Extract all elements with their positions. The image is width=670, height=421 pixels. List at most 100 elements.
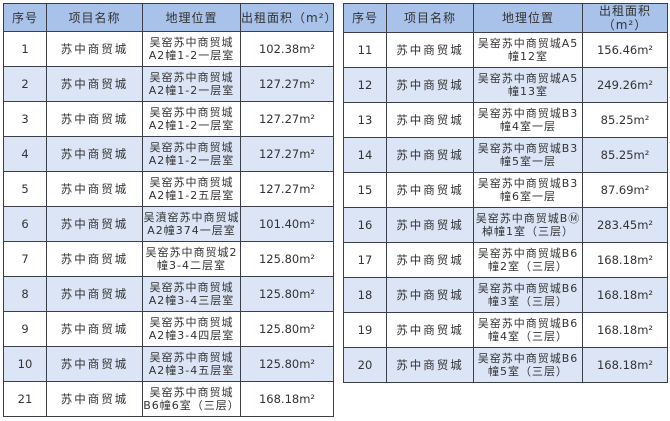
cell-area: 127.27m² [240,101,334,137]
table-row: 15 苏中商贸城 吴窑苏中商贸城B3幢6室一层 87.69m² [343,172,668,208]
cell-area: 168.18m² [582,347,668,383]
cell-location: 吴窑苏中商贸城A2幢3-4四层室 [142,311,241,347]
header-location: 地理位置 [142,3,241,32]
cell-area: 85.25m² [582,137,668,173]
cell-no: 7 [3,241,47,277]
cell-name: 苏中商贸城 [46,276,143,312]
cell-area: 85.25m² [582,102,668,138]
cell-location: 吴窑苏中商贸城B6幢5室（三层） [473,347,583,383]
cell-no: 16 [343,207,387,243]
cell-location: 吴窑苏中商贸城A2幢1-2一层室 [142,66,241,102]
table-row: 1 苏中商贸城 吴窑苏中商贸城A2幢1-2一层室 102.38m² [3,31,334,67]
cell-area: 168.18m² [582,312,668,348]
header-row: 序号 项目名称 地理位置 出租面积（m²） [3,3,337,32]
cell-name: 苏中商贸城 [46,31,143,67]
cell-location: 吴窑苏中商贸城A2幢1-2一层室 [142,31,241,67]
cell-name: 苏中商贸城 [46,346,143,382]
table-row: 3 苏中商贸城 吴窑苏中商贸城A2幢1-2一层室 127.27m² [3,101,334,137]
cell-no: 12 [343,67,387,103]
cell-location: 吴窑苏中商贸城A2幢1-2一层室 [142,101,241,137]
cell-name: 苏中商贸城 [386,102,474,138]
table-row: 12 苏中商贸城 吴窑苏中商贸城A5幢13室 249.26m² [343,67,668,103]
cell-no: 21 [3,381,47,417]
table-row: 2 苏中商贸城 吴窑苏中商贸城A2幢1-2一层室 127.27m² [3,66,334,102]
cell-name: 苏中商贸城 [46,381,143,417]
cell-no: 13 [343,102,387,138]
header-no: 序号 [3,3,47,32]
cell-location: 吴窑苏中商贸城A2幢1-2一层室 [142,136,241,172]
cell-no: 11 [343,32,387,68]
cell-location: 吴窑苏中商贸城A2幢1-2五层室 [142,171,241,207]
header-name: 项目名称 [46,3,143,32]
cell-area: 101.40m² [240,206,334,242]
table-row: 13 苏中商贸城 吴窑苏中商贸城B3幢4室一层 85.25m² [343,102,668,138]
cell-name: 苏中商贸城 [46,66,143,102]
cell-no: 8 [3,276,47,312]
cell-name: 苏中商贸城 [46,206,143,242]
cell-location: 吴窑苏中商贸城B6幢2室（三层） [473,242,583,278]
cell-no: 3 [3,101,47,137]
cell-no: 6 [3,206,47,242]
cell-no: 9 [3,311,47,347]
header-area: 出租面积（m²） [240,3,337,32]
table-row: 20 苏中商贸城 吴窑苏中商贸城B6幢5室（三层） 168.18m² [343,347,668,383]
cell-no: 18 [343,277,387,313]
rental-table-right: 序号 项目名称 地理位置 出租面积（m²） 11 苏中商贸城 吴窑苏中商贸城A5幢1… [343,3,668,383]
cell-location: 吴窑苏中商贸城BⓂ棹幢1室（三层） [473,207,583,243]
cell-name: 苏中商贸城 [386,347,474,383]
header-location: 地理位置 [473,3,583,33]
cell-name: 苏中商贸城 [386,67,474,103]
cell-name: 苏中商贸城 [386,277,474,313]
cell-name: 苏中商贸城 [386,137,474,173]
cell-location: 吴濆窑苏中商贸城A2幢374一层室 [142,206,241,242]
table-row: 5 苏中商贸城 吴窑苏中商贸城A2幢1-2五层室 127.27m² [3,171,334,207]
cell-name: 苏中商贸城 [386,172,474,208]
cell-no: 4 [3,136,47,172]
cell-area: 283.45m² [582,207,668,243]
cell-name: 苏中商贸城 [46,241,143,277]
cell-location: 吴窑苏中商贸城B6幢6室（三层） [142,381,241,417]
cell-name: 苏中商贸城 [386,312,474,348]
cell-location: 吴窑苏中商贸城A5幢12室 [473,32,583,68]
cell-no: 5 [3,171,47,207]
cell-name: 苏中商贸城 [386,207,474,243]
cell-no: 2 [3,66,47,102]
cell-area: 87.69m² [582,172,668,208]
cell-area: 127.27m² [240,66,334,102]
cell-location: 吴窑苏中商贸城B6幢3室（三层） [473,277,583,313]
cell-area: 125.80m² [240,241,334,277]
cell-location: 吴窑苏中商贸城A5幢13室 [473,67,583,103]
table-row: 18 苏中商贸城 吴窑苏中商贸城B6幢3室（三层） 168.18m² [343,277,668,313]
cell-no: 19 [343,312,387,348]
table-row: 4 苏中商贸城 吴窑苏中商贸城A2幢1-2一层室 127.27m² [3,136,334,172]
cell-no: 10 [3,346,47,382]
cell-name: 苏中商贸城 [46,171,143,207]
cell-area: 125.80m² [240,346,334,382]
table-row: 16 苏中商贸城 吴窑苏中商贸城BⓂ棹幢1室（三层） 283.45m² [343,207,668,243]
table-row: 19 苏中商贸城 吴窑苏中商贸城B6幢4室（三层） 168.18m² [343,312,668,348]
cell-area: 127.27m² [240,136,334,172]
table-row: 9 苏中商贸城 吴窑苏中商贸城A2幢3-4四层室 125.80m² [3,311,334,347]
cell-no: 14 [343,137,387,173]
header-row: 序号 项目名称 地理位置 出租面积（m²） [343,3,668,33]
cell-location: 吴窑苏中商贸城B3幢4室一层 [473,102,583,138]
cell-location: 吴窑苏中商贸城2幢3-4二层室 [142,241,241,277]
table-row: 14 苏中商贸城 吴窑苏中商贸城B3幢5室一层 85.25m² [343,137,668,173]
table-row: 6 苏中商贸城 吴濆窑苏中商贸城A2幢374一层室 101.40m² [3,206,334,242]
cell-name: 苏中商贸城 [386,32,474,68]
cell-area: 168.18m² [240,381,334,417]
cell-area: 156.46m² [582,32,668,68]
cell-name: 苏中商贸城 [46,101,143,137]
cell-area: 168.18m² [582,242,668,278]
table-row: 8 苏中商贸城 吴窑苏中商贸城A2幢3-4三层室 125.80m² [3,276,334,312]
cell-no: 15 [343,172,387,208]
cell-area: 125.80m² [240,311,334,347]
cell-no: 1 [3,31,47,67]
table-row: 17 苏中商贸城 吴窑苏中商贸城B6幢2室（三层） 168.18m² [343,242,668,278]
header-name: 项目名称 [386,3,474,33]
cell-area: 125.80m² [240,276,334,312]
cell-area: 249.26m² [582,67,668,103]
cell-area: 127.27m² [240,171,334,207]
cell-location: 吴窑苏中商贸城A2幢3-4五层室 [142,346,241,382]
cell-location: 吴窑苏中商贸城B6幢4室（三层） [473,312,583,348]
